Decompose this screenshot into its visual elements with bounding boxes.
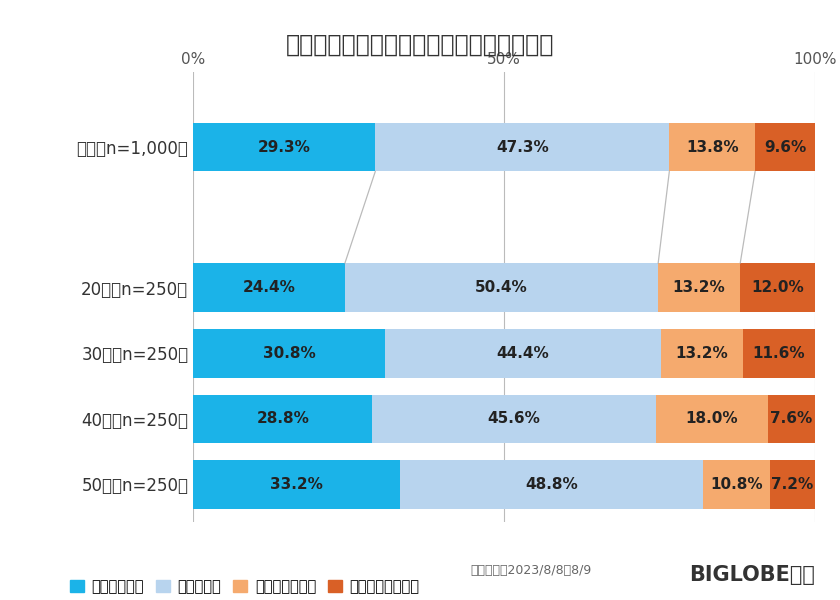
Bar xyxy=(768,395,815,443)
Text: 13.2%: 13.2% xyxy=(675,346,728,361)
Text: 9.6%: 9.6% xyxy=(764,139,806,154)
Bar xyxy=(193,460,400,509)
Text: 国内旅行の費用が高くなっていると感じる: 国内旅行の費用が高くなっていると感じる xyxy=(286,33,554,57)
Text: 7.2%: 7.2% xyxy=(771,477,814,492)
Text: 12.0%: 12.0% xyxy=(751,280,804,295)
Bar xyxy=(193,329,385,377)
Bar xyxy=(659,263,740,312)
Bar xyxy=(740,263,815,312)
Bar xyxy=(660,329,743,377)
Bar xyxy=(372,395,656,443)
Bar xyxy=(755,122,815,172)
Text: 45.6%: 45.6% xyxy=(487,412,540,427)
Text: 10.8%: 10.8% xyxy=(710,477,763,492)
Text: 24.4%: 24.4% xyxy=(243,280,296,295)
Bar xyxy=(656,395,768,443)
Text: 29.3%: 29.3% xyxy=(258,139,311,154)
Text: 30.8%: 30.8% xyxy=(263,346,315,361)
Bar xyxy=(703,460,770,509)
Text: 33.2%: 33.2% xyxy=(270,477,323,492)
Bar xyxy=(770,460,815,509)
Text: 44.4%: 44.4% xyxy=(496,346,549,361)
Bar xyxy=(345,263,659,312)
Text: BIGLOBE調べ: BIGLOBE調べ xyxy=(689,565,815,585)
Text: 13.8%: 13.8% xyxy=(686,139,738,154)
Bar xyxy=(193,395,372,443)
Bar xyxy=(193,263,345,312)
Text: 11.6%: 11.6% xyxy=(753,346,805,361)
Text: 47.3%: 47.3% xyxy=(496,139,549,154)
Text: 13.2%: 13.2% xyxy=(673,280,726,295)
Bar xyxy=(375,122,669,172)
Bar xyxy=(400,460,703,509)
Text: 50.4%: 50.4% xyxy=(475,280,528,295)
Text: 48.8%: 48.8% xyxy=(525,477,578,492)
Bar xyxy=(669,122,755,172)
Text: 18.0%: 18.0% xyxy=(685,412,738,427)
Bar xyxy=(193,122,375,172)
Legend: とても感じる, やや感じる, あまり感じない, まったく感じない: とても感じる, やや感じる, あまり感じない, まったく感じない xyxy=(64,574,425,600)
Text: 調査期間：2023/8/8～8/9: 調査期間：2023/8/8～8/9 xyxy=(470,564,591,577)
Bar xyxy=(743,329,815,377)
Text: 28.8%: 28.8% xyxy=(256,412,309,427)
Bar xyxy=(385,329,660,377)
Text: 7.6%: 7.6% xyxy=(770,412,812,427)
